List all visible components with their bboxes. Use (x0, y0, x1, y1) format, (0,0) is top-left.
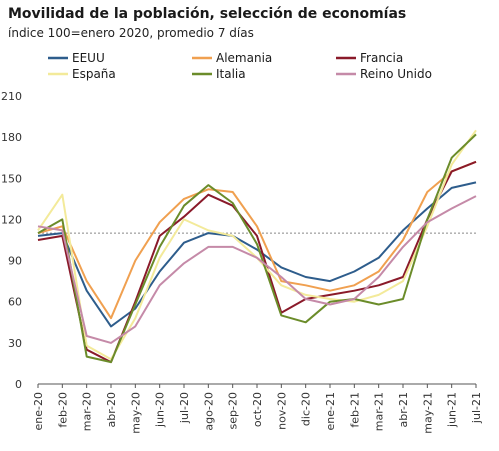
x-tick-label: jul-20 (178, 392, 191, 424)
x-tick-label: abr-21 (397, 392, 410, 428)
chart-title: Movilidad de la población, selección de … (8, 6, 407, 22)
series-line-italia (37, 133, 477, 364)
x-tick-label: jul-21 (470, 392, 483, 424)
y-tick-label: 210 (1, 90, 22, 103)
x-tick-label: abr-20 (105, 392, 118, 428)
legend-label-eeuu: EEUU (72, 51, 105, 65)
x-tick-label: mar-21 (373, 392, 386, 431)
series-line-eeuu (37, 181, 477, 328)
y-tick-label: 30 (8, 337, 22, 350)
x-tick-label: jun-21 (446, 392, 459, 428)
y-tick-label: 0 (15, 378, 22, 391)
x-tick-label: sep-20 (227, 392, 240, 429)
x-tick-label: dic-20 (300, 392, 313, 426)
x-tick-label: jun-20 (154, 392, 167, 428)
x-tick-label: oct-20 (251, 392, 264, 427)
legend-label-francia: Francia (360, 51, 403, 65)
y-tick-label: 60 (8, 296, 22, 309)
series-line-francia (37, 160, 477, 364)
x-tick-label: may-20 (129, 392, 142, 434)
series-line-reino-unido (37, 195, 477, 344)
chart-subtitle: índice 100=enero 2020, promedio 7 días (8, 26, 254, 40)
legend-label-alemania: Alemania (216, 51, 272, 65)
y-tick-label: 180 (1, 131, 22, 144)
legend-label-italia: Italia (216, 67, 246, 81)
x-tick-label: mar-20 (81, 392, 94, 431)
series-line-alemania (37, 160, 477, 320)
legend-label-españa: España (72, 67, 116, 81)
x-tick-label: ene-21 (324, 392, 337, 430)
x-tick-label: ago-20 (202, 392, 215, 431)
legend-label-reino-unido: Reino Unido (360, 67, 432, 81)
x-tick-label: feb-20 (56, 392, 69, 428)
x-tick-label: ene-20 (32, 392, 45, 430)
y-tick-label: 90 (8, 255, 22, 268)
x-tick-label: feb-21 (348, 392, 361, 428)
y-tick-label: 150 (1, 172, 22, 185)
x-tick-label: may-21 (421, 392, 434, 434)
y-tick-label: 120 (1, 213, 22, 226)
x-tick-label: nov-20 (275, 392, 288, 430)
